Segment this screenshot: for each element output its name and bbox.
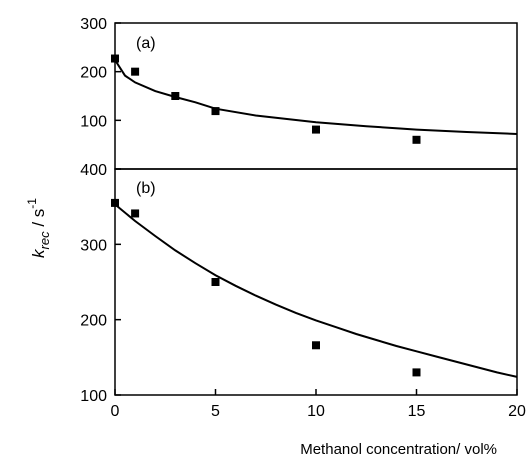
x-tick-label: 20 [508,403,526,420]
y-axis-label-exponent: -1 [25,198,39,209]
y-axis-label-k: k [29,248,48,258]
y-axis-label-subscript: rec [37,231,52,250]
x-tick-label: 10 [307,403,325,420]
y-axis-label: krec / s-1 [25,198,52,258]
panel-b-marks [111,198,518,378]
panel-a-y-ticks: 100 200 300 [80,16,121,170]
panel-b: (b) 100 200 300 400 0 5 10 15 20 [80,162,526,420]
panel-a-data-point [312,125,320,134]
panel-b-y-tick-label: 300 [80,237,107,254]
x-axis-label: Methanol concentration/ vol% [300,441,497,458]
panel-b-data-point [312,341,320,350]
panel-a-y-tick-label: 100 [80,113,107,130]
panel-b-x-ticks: 0 5 10 15 20 [111,389,526,420]
panel-b-data-point [131,209,140,218]
plot-frames [114,22,518,396]
panel-a-y-tick-label: 200 [80,65,107,82]
panel-b-data-point [412,368,421,377]
panel-b-data-point [211,278,220,286]
panel-a-data-point [412,135,421,144]
x-tick-label: 15 [408,403,426,420]
panel-a-data-point [131,67,140,76]
panel-a: (a) 100 200 300 [80,16,518,170]
panel-a-y-tick-label: 300 [80,16,107,33]
x-tick-label: 0 [111,403,120,420]
panel-b-y-tick-label: 400 [80,162,107,179]
panel-a-marks [111,54,518,144]
panel-b-y-tick-label: 100 [80,388,107,405]
panel-b-fit-line [114,203,518,378]
panel-a-fit-line [114,59,518,135]
panel-b-frame [114,168,518,396]
panel-b-y-tick-label: 200 [80,313,107,330]
panel-a-data-point [211,107,220,116]
panel-b-label: (b) [136,180,156,197]
panel-b-y-ticks: 100 200 300 400 [80,162,121,405]
panel-a-label: (a) [136,35,156,52]
y-axis-label-unit: / s [29,209,48,232]
x-tick-label: 5 [211,403,220,420]
